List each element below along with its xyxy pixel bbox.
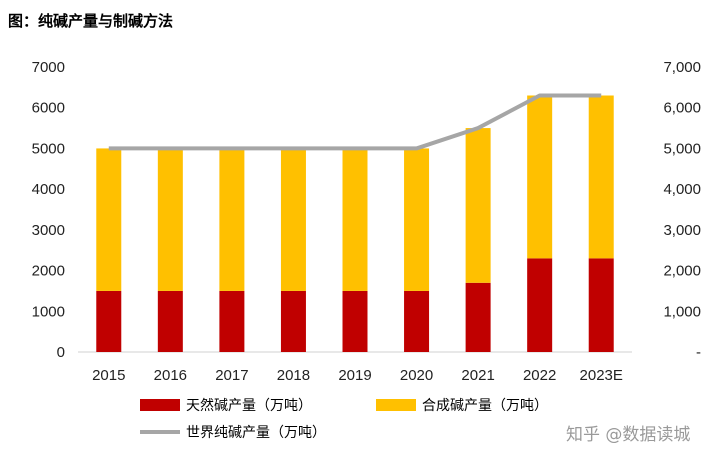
bar-synthetic [527, 95, 553, 259]
x-tick-label: 2019 [338, 367, 371, 384]
y2-tick-label: 4,000 [663, 181, 701, 198]
x-tick-label: 2017 [215, 367, 248, 384]
chart-title: 图：纯碱产量与制碱方法 [8, 12, 174, 30]
legend-natural-swatch [140, 399, 180, 411]
bar-natural [588, 258, 614, 352]
bar-synthetic [96, 148, 122, 291]
bar-natural [280, 290, 306, 352]
bar-natural [157, 290, 183, 352]
bar-natural [465, 282, 491, 352]
y2-tick-label: 1,000 [663, 303, 701, 320]
y2-tick-label: 3,000 [663, 222, 701, 239]
y-tick-label: 6000 [32, 100, 65, 117]
x-tick-label: 2018 [277, 367, 310, 384]
x-tick-label: 2020 [400, 367, 433, 384]
y-tick-label: 0 [57, 344, 65, 361]
bar-synthetic [157, 148, 183, 291]
legend: 天然碱产量（万吨） 合成碱产量（万吨） 世界纯碱产量（万吨） [140, 397, 548, 441]
x-tick-label: 2022 [523, 367, 556, 384]
bar-natural [527, 258, 553, 352]
x-tick-label: 2016 [154, 367, 187, 384]
bar-synthetic [219, 148, 245, 291]
legend-synthetic-swatch [376, 399, 416, 411]
bar-natural [219, 290, 245, 352]
x-tick-label: 2021 [461, 367, 494, 384]
y-tick-label: 4000 [32, 181, 65, 198]
bar-natural [96, 290, 122, 352]
bar-synthetic [465, 128, 491, 283]
y-tick-label: 7000 [32, 59, 65, 76]
y-tick-label: 3000 [32, 222, 65, 239]
world-production-line [108, 93, 602, 151]
y2-tick-label: - [696, 344, 701, 361]
bar-synthetic [588, 95, 614, 259]
x-tick-label: 2015 [92, 367, 125, 384]
y2-tick-label: 2,000 [663, 263, 701, 280]
bar-synthetic [404, 148, 430, 291]
y-tick-label: 1000 [32, 303, 65, 320]
y-tick-label: 2000 [32, 263, 65, 280]
watermark: 知乎 @数据读城 [566, 425, 691, 445]
bar-natural [342, 290, 368, 352]
bar-synthetic [280, 148, 306, 291]
y2-tick-label: 7,000 [663, 59, 701, 76]
legend-world-label: 世界纯碱产量（万吨） [186, 425, 326, 441]
y2-tick-label: 5,000 [663, 140, 701, 157]
legend-natural-label: 天然碱产量（万吨） [186, 397, 312, 414]
legend-synthetic-label: 合成碱产量（万吨） [422, 398, 548, 414]
x-tick-label: 2023E [580, 367, 623, 384]
plot-area: 0 1000 2000 3000 4000 5000 6000 7000 - 1,000 2,000… [32, 59, 701, 384]
y2-tick-label: 6,000 [663, 100, 701, 117]
bar-natural [404, 290, 430, 352]
y-tick-label: 5000 [32, 140, 65, 157]
bar-synthetic [342, 148, 368, 291]
